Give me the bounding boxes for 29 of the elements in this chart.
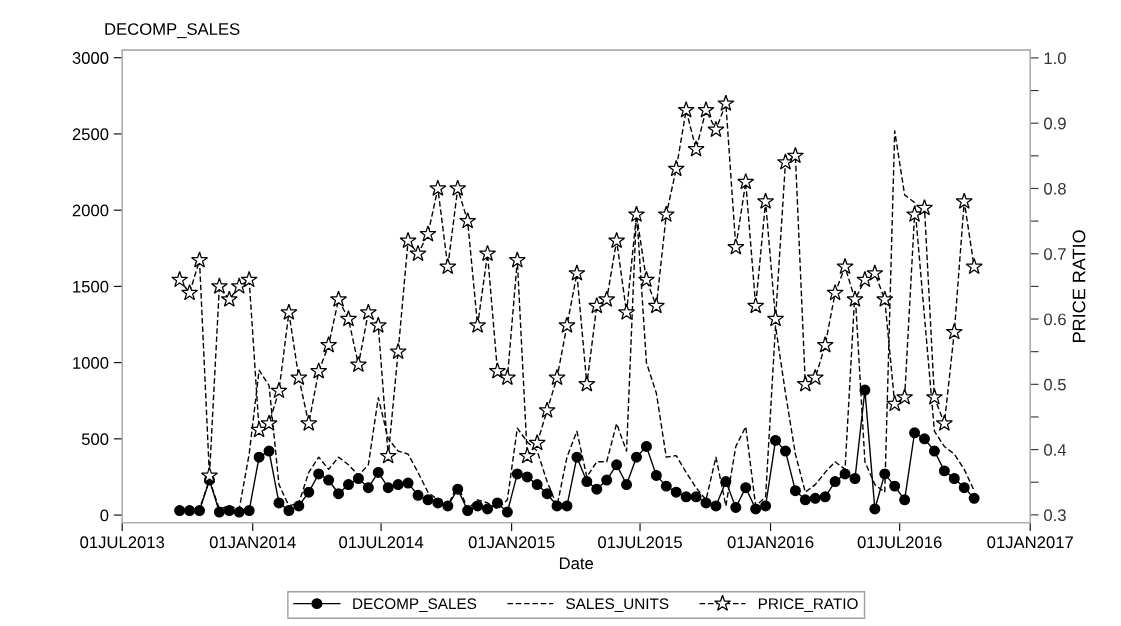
y2-tick-label: 0.8 bbox=[1044, 182, 1066, 195]
y2-axis-title: PRICE RATIO bbox=[1072, 230, 1086, 342]
y-tick-label: 500 bbox=[81, 433, 109, 446]
x-tick-label: 01JUL2014 bbox=[339, 536, 424, 549]
x-tick-label: 01JAN2014 bbox=[209, 536, 296, 549]
y-tick-label: 0 bbox=[100, 509, 109, 522]
legend-label: DECOMP_SALES bbox=[353, 598, 477, 613]
x-tick-label: 01JUL2013 bbox=[80, 536, 165, 549]
y2-tick-label: 0.7 bbox=[1044, 248, 1066, 260]
x-axis-title: Date bbox=[559, 557, 594, 570]
y2-tick-label: 0.9 bbox=[1044, 117, 1066, 130]
y2-tick-label: 0.6 bbox=[1044, 313, 1066, 326]
legend-label: PRICE_RATIO bbox=[758, 598, 858, 613]
y-tick-label: 1500 bbox=[73, 280, 109, 293]
x-tick-label: 01JUL2015 bbox=[598, 536, 682, 549]
y-tick-label: 1000 bbox=[73, 357, 109, 369]
x-tick-label: 01JAN2016 bbox=[727, 536, 814, 549]
y-axis-title: DECOMP_SALES bbox=[105, 23, 240, 39]
x-tick-label: 01JUL2016 bbox=[857, 536, 942, 549]
x-tick-label: 01JAN2015 bbox=[468, 536, 555, 549]
y2-tick-label: 1.0 bbox=[1044, 52, 1066, 65]
legend-label: SALES_UNITS bbox=[566, 598, 669, 613]
y-tick-label: 2000 bbox=[72, 204, 109, 217]
x-tick-label: 01JAN2017 bbox=[987, 536, 1073, 549]
y2-tick-label: 0.4 bbox=[1044, 444, 1067, 456]
y-tick-label: 3000 bbox=[72, 52, 109, 64]
y2-tick-label: 0.5 bbox=[1044, 378, 1066, 391]
y-tick-label: 2500 bbox=[72, 128, 109, 141]
y2-tick-label: 0.3 bbox=[1044, 509, 1066, 522]
